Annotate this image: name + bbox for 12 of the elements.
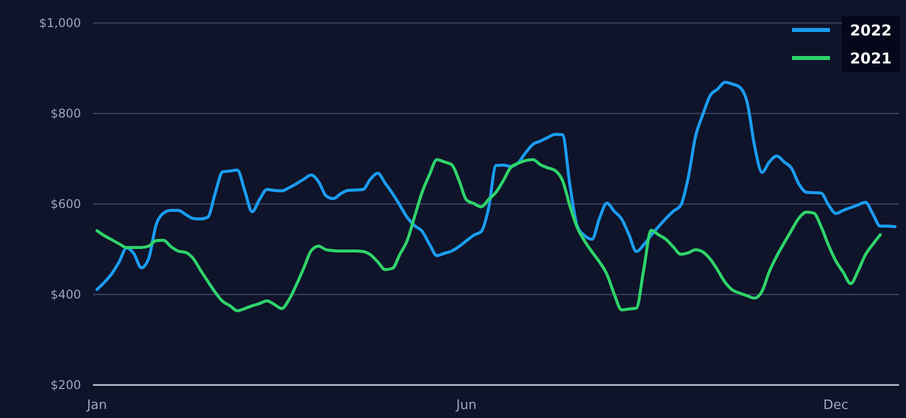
legend-label: 2021: [850, 49, 892, 68]
y-tick-label: $1,000: [39, 16, 81, 30]
y-tick-label: $200: [50, 378, 81, 392]
legend-label: 2022: [850, 21, 892, 40]
y-tick-label: $800: [50, 106, 81, 121]
y-tick-label: $400: [50, 288, 81, 302]
line-series: [96, 80, 896, 292]
x-tick-label: Jun: [455, 398, 477, 413]
x-tick-label: Dec: [823, 398, 848, 413]
y-tick-label: $600: [50, 197, 81, 212]
x-tick-label: Jan: [86, 398, 108, 413]
line-series: [96, 158, 882, 312]
